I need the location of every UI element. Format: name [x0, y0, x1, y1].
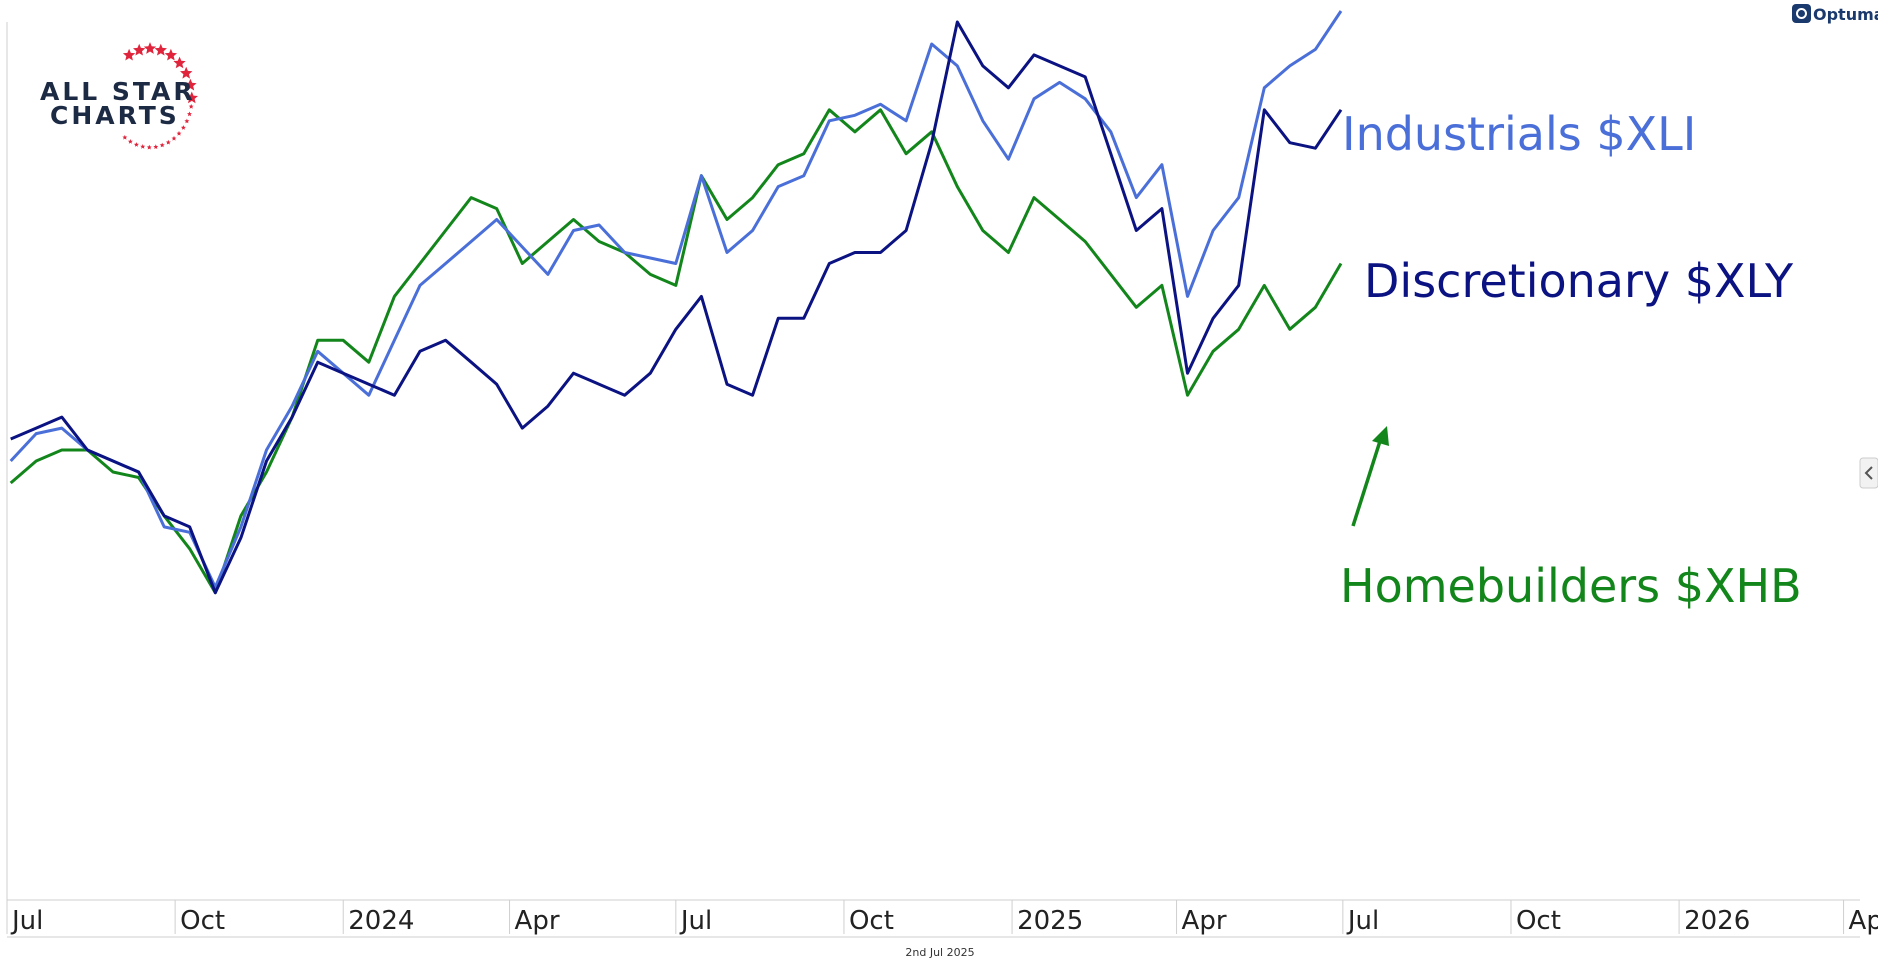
logo-star-icon: [159, 142, 165, 148]
logo-star-icon: [188, 104, 194, 109]
logo-star-icon: [165, 139, 171, 145]
logo-star-icon: [153, 144, 159, 149]
logo-star-icon: [122, 48, 136, 61]
logo-star-icon: [173, 56, 186, 69]
x-tick-label: 2024: [348, 906, 414, 936]
x-tick-label: Apr: [1182, 906, 1227, 936]
logo-star-icon: [146, 144, 152, 150]
logo-star-icon: [184, 78, 197, 91]
optuma-text: Optuma: [1813, 5, 1878, 24]
x-tick-label: Ap: [1849, 906, 1878, 936]
series-line-discretionary: [10, 20, 1343, 595]
logo-star-icon: [176, 130, 182, 136]
x-tick-label: Oct: [1516, 906, 1561, 936]
logo-star-icon: [171, 135, 177, 141]
logo-star-icon: [133, 142, 139, 147]
logo-stars: [122, 42, 198, 150]
series-label-industrials: Industrials $XLI: [1342, 107, 1696, 161]
logo-star-icon: [187, 111, 192, 117]
arrow-shaft: [1351, 437, 1383, 527]
series-line-industrials: [9, 10, 1343, 589]
series-label-homebuilders: Homebuilders $XHB: [1340, 559, 1802, 613]
side-panel-tab-bg[interactable]: [1859, 457, 1878, 489]
logo-text-line2: CHARTS: [50, 101, 180, 130]
x-tick-label: Jul: [679, 906, 712, 936]
x-axis-ticks: Jul Oct 2024 Apr Jul Oct 2025 Apr Jul Oct 2026 Ap: [6, 900, 1878, 936]
logo-star-icon: [133, 43, 146, 56]
logo-star-icon: [143, 42, 157, 54]
logo-star-icon: [180, 66, 193, 79]
logo-star-icon: [122, 134, 128, 140]
series-line-homebuilders: [9, 108, 1343, 595]
side-panel-tab[interactable]: [1859, 457, 1878, 489]
x-tick-label: 2025: [1017, 906, 1083, 936]
x-tick-label: Apr: [515, 906, 560, 936]
logo-text-line1: ALL STAR: [40, 77, 196, 106]
date-caption: 2nd Jul 2025: [905, 946, 974, 959]
logo-star-icon: [154, 43, 167, 56]
up-arrow-annotation: [1351, 426, 1389, 527]
chevron-left-icon[interactable]: [1864, 466, 1873, 480]
x-tick-label: Jul: [1346, 906, 1379, 936]
series-label-discretionary: Discretionary $XLY: [1364, 254, 1794, 308]
logo-star-icon: [140, 144, 146, 149]
logo-star-icon: [185, 91, 198, 104]
arrow-head-icon: [1372, 426, 1389, 446]
x-tick-label: Oct: [180, 906, 225, 936]
optuma-watermark: Optuma: [1792, 4, 1878, 24]
all-star-charts-logo: ALL STAR CHARTS: [40, 42, 198, 150]
logo-star-icon: [184, 118, 190, 124]
optuma-logo-icon-inner: [1796, 8, 1807, 19]
series-layer: [9, 10, 1343, 595]
x-tick-label: Jul: [10, 906, 43, 936]
logo-star-icon: [180, 125, 186, 130]
optuma-logo-icon: [1792, 4, 1811, 23]
logo-star-icon: [164, 48, 178, 61]
x-tick-label: Oct: [849, 906, 894, 936]
logo-star-icon: [127, 139, 133, 144]
x-tick-label: 2026: [1684, 906, 1750, 936]
